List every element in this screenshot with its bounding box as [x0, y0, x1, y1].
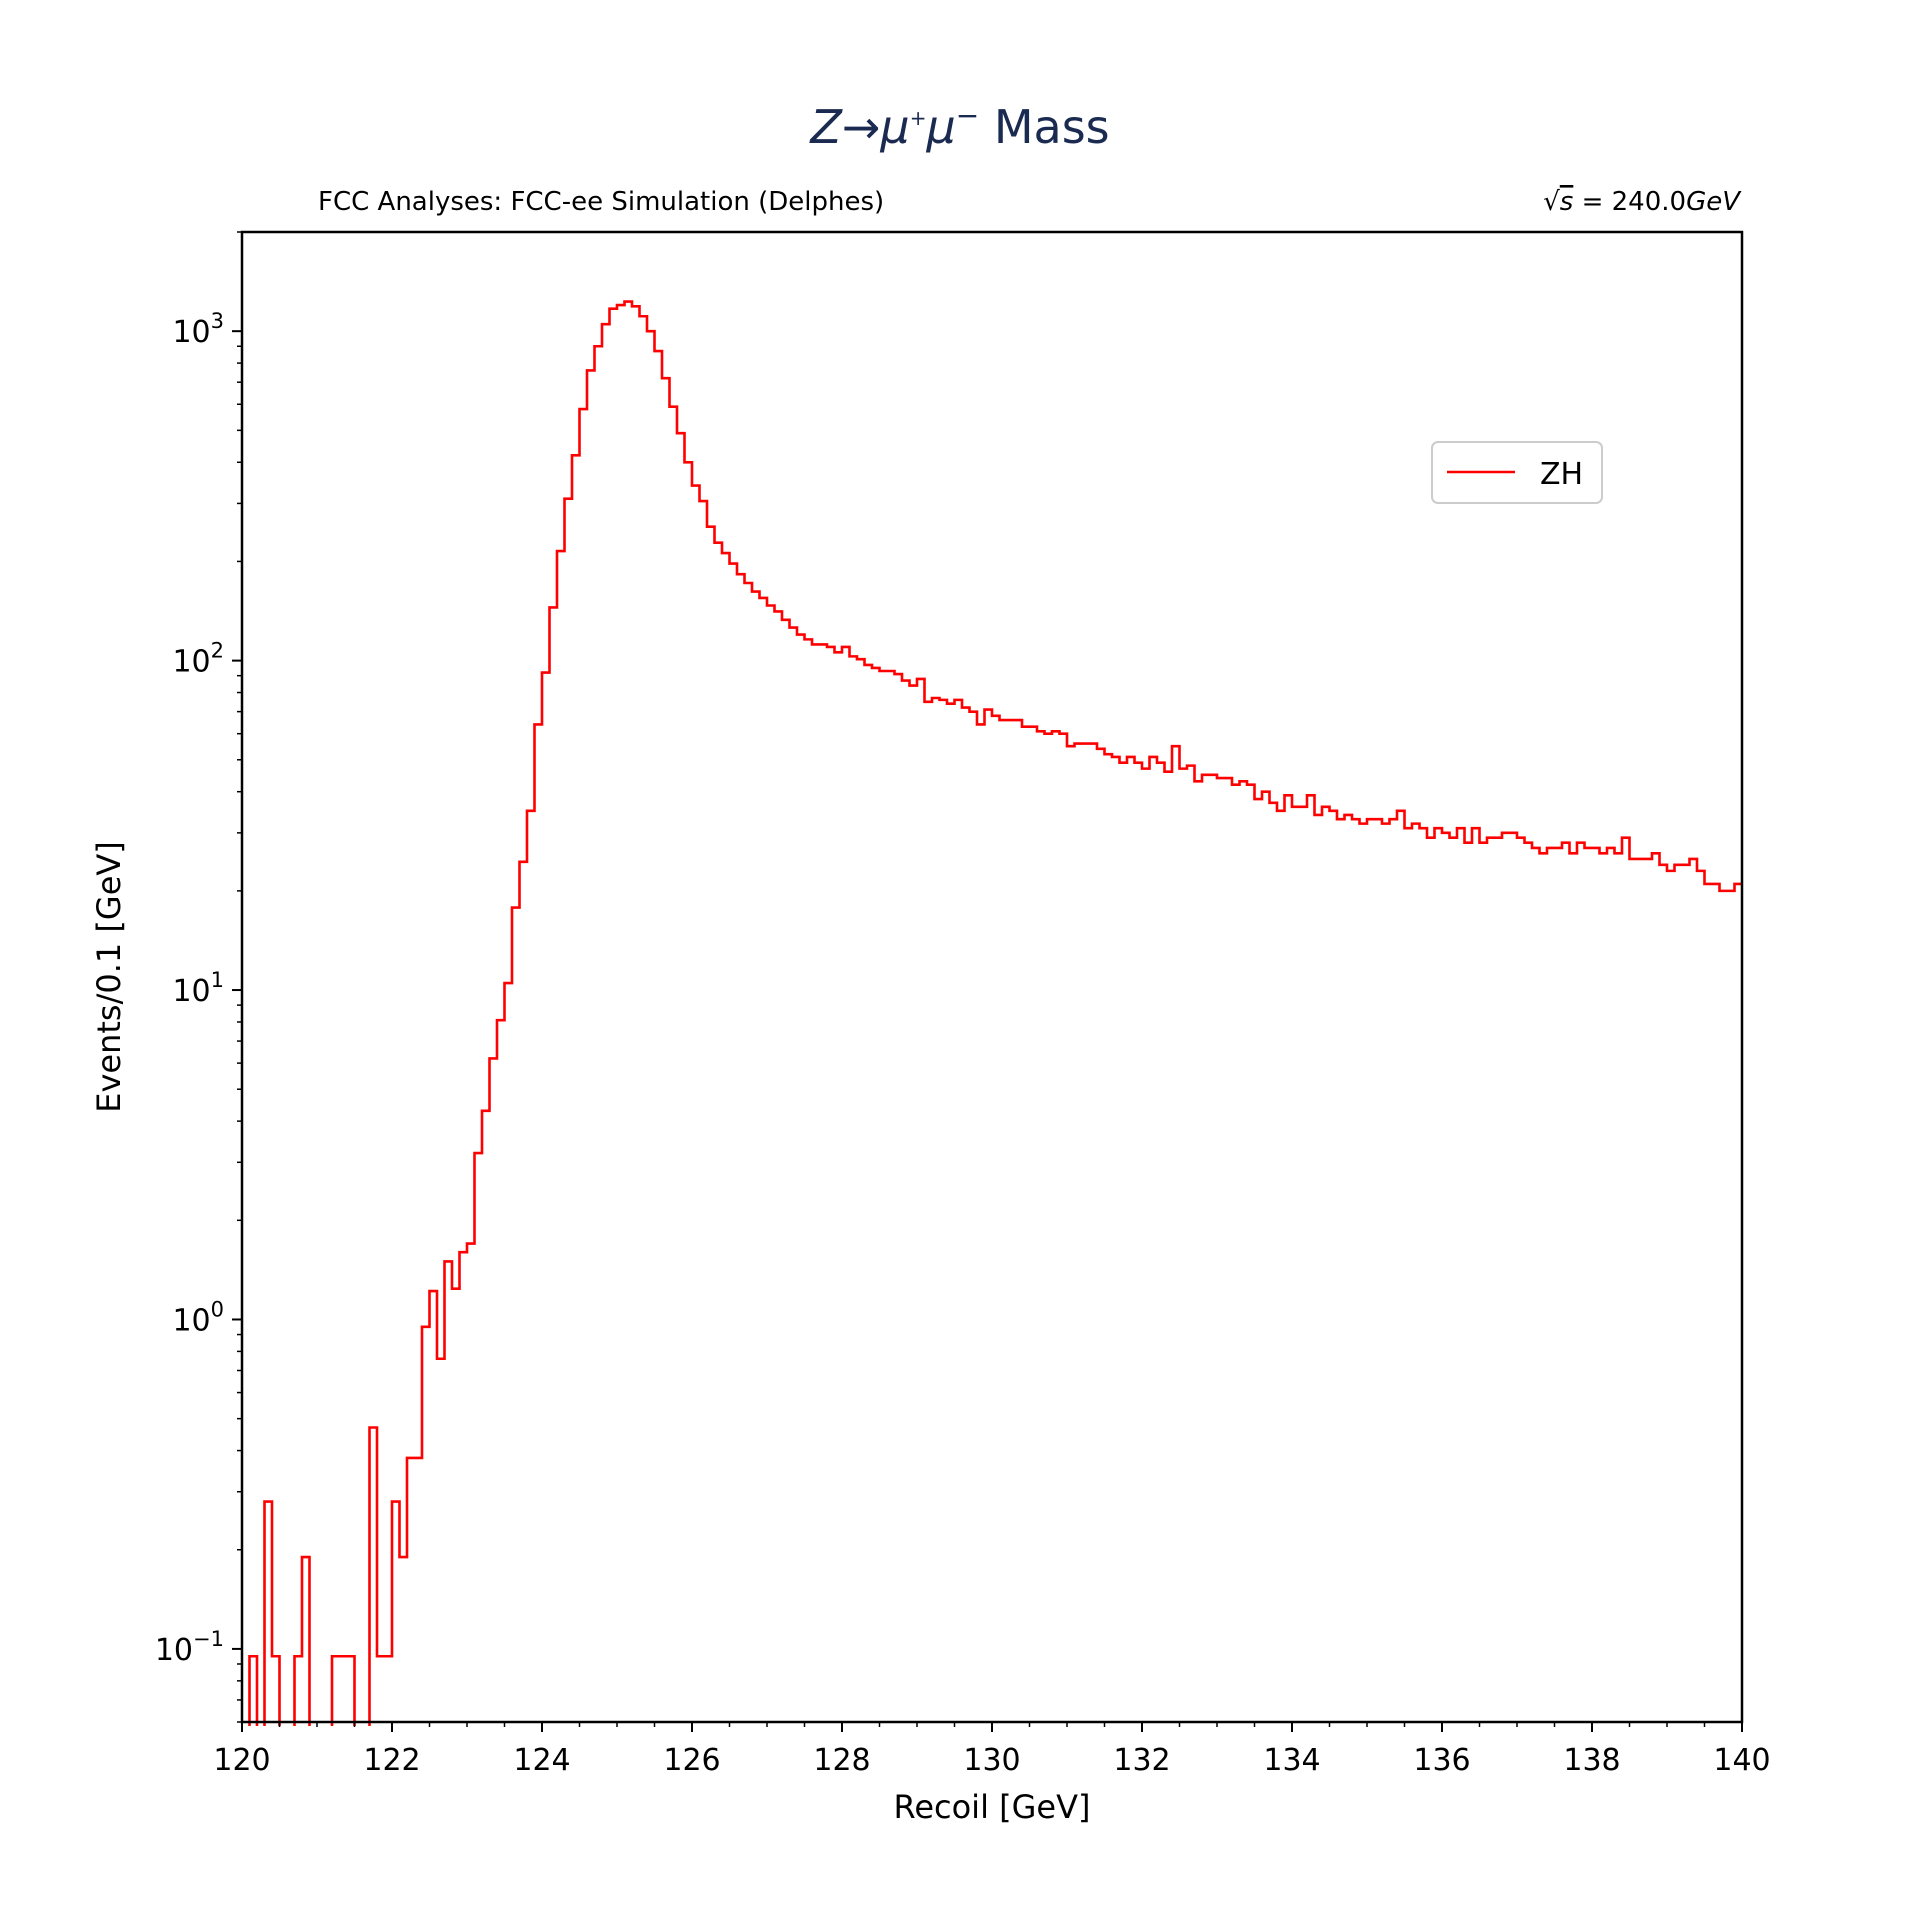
- x-tick-label: 140: [1713, 1743, 1770, 1778]
- subtitle-left: FCC Analyses: FCC-ee Simulation (Delphes…: [318, 187, 884, 217]
- legend-label-zh: ZH: [1540, 457, 1583, 492]
- y-tick-label: 10−1: [155, 1627, 224, 1668]
- x-tick-label: 124: [513, 1743, 570, 1778]
- y-tick-label: 101: [172, 968, 224, 1009]
- y-tick-label: 103: [172, 309, 224, 350]
- x-tick-label: 136: [1413, 1743, 1470, 1778]
- x-tick-label: 138: [1563, 1743, 1620, 1778]
- x-tick-label: 122: [363, 1743, 420, 1778]
- x-axis-label: Recoil [GeV]: [894, 1788, 1091, 1826]
- y-tick-label: 102: [172, 639, 224, 680]
- series-zh-step-line: [248, 300, 1742, 1726]
- legend-box: [1431, 441, 1603, 504]
- x-tick-label: 120: [213, 1743, 270, 1778]
- y-axis-label: Events/0.1 [GeV]: [90, 841, 128, 1113]
- x-tick-label: 126: [663, 1743, 720, 1778]
- subtitle-right: √s = 240.0GeV: [1543, 187, 1742, 217]
- x-axis: 120 122 124 126 128 130 132 134 136 138 140: [213, 1722, 1771, 1778]
- x-tick-label: 128: [813, 1743, 870, 1778]
- legend: ZH: [1431, 441, 1603, 504]
- x-tick-label: 130: [963, 1743, 1020, 1778]
- y-axis: 10−1 100 101 102 103: [155, 231, 242, 1723]
- y-tick-label: 100: [172, 1297, 224, 1338]
- x-tick-label: 132: [1113, 1743, 1170, 1778]
- chart-title: Z→μ+μ− Mass: [808, 99, 1109, 154]
- x-tick-label: 134: [1263, 1743, 1320, 1778]
